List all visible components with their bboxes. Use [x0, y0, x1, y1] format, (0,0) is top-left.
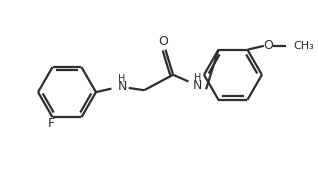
Text: O: O — [159, 35, 169, 47]
Text: N: N — [117, 80, 127, 93]
Text: H: H — [118, 74, 126, 84]
Text: O: O — [264, 39, 273, 52]
Text: CH₃: CH₃ — [294, 41, 315, 51]
Text: N: N — [193, 79, 202, 92]
Text: F: F — [48, 118, 55, 130]
Text: H: H — [194, 74, 201, 84]
